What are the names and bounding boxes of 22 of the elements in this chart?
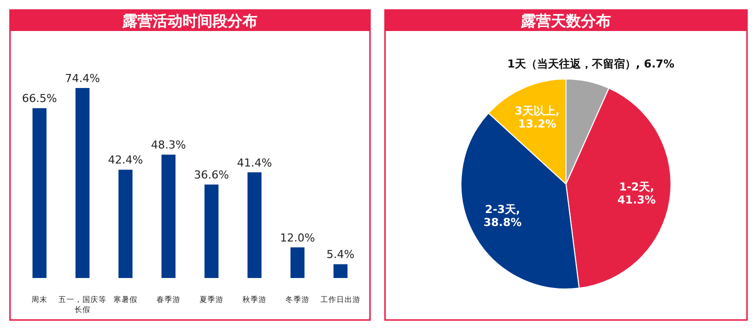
data-label: 5.4% — [326, 248, 354, 262]
chart-title: 露营活动时间段分布 — [122, 12, 258, 30]
bar — [32, 108, 46, 278]
bar — [76, 88, 90, 278]
data-label: 12.0% — [280, 231, 315, 244]
data-label: 42.4% — [108, 154, 143, 167]
slice-label: 2-3天, 38.8% — [484, 202, 522, 229]
slice-label: 3天以上, 13.2% — [514, 104, 560, 131]
bar — [204, 184, 218, 278]
bar — [290, 247, 304, 278]
data-label: 74.4% — [65, 72, 100, 85]
bar — [162, 154, 176, 278]
chart-title: 露营天数分布 — [520, 12, 611, 30]
slice-label: 1-2天, 41.3% — [618, 180, 656, 207]
bar — [248, 172, 262, 278]
bar — [118, 170, 132, 278]
slice-label: 1天（当天往返，不留宿）, 6.7% — [507, 58, 674, 71]
data-label: 48.3% — [151, 138, 186, 152]
data-label: 66.5% — [22, 92, 57, 106]
bar — [334, 264, 348, 278]
data-label: 41.4% — [237, 156, 272, 170]
data-label: 36.6% — [194, 168, 229, 182]
